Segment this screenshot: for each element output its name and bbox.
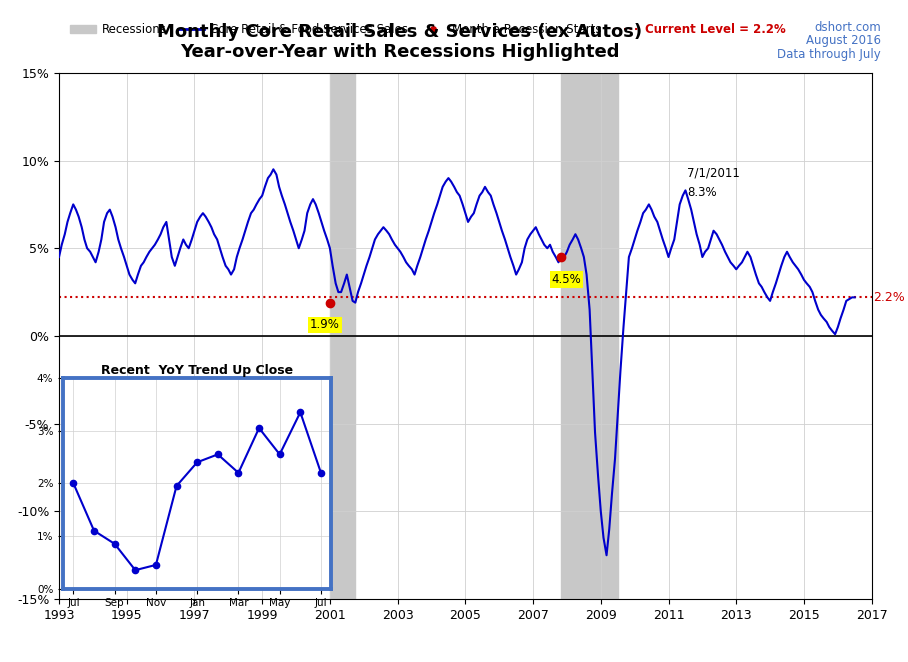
Text: dshort.com: dshort.com xyxy=(814,21,881,34)
Text: 4.5%: 4.5% xyxy=(551,273,581,286)
Title: Recent  YoY Trend Up Close: Recent YoY Trend Up Close xyxy=(101,364,293,377)
Bar xyxy=(330,73,355,599)
Bar xyxy=(561,73,617,599)
Text: Year-over-Year with Recessions Highlighted: Year-over-Year with Recessions Highlight… xyxy=(180,43,619,61)
Text: Monthly Core Retail Sales & Services (ex Autos): Monthly Core Retail Sales & Services (ex… xyxy=(157,23,642,41)
Text: 2.2%: 2.2% xyxy=(873,291,905,304)
Text: Data through July: Data through July xyxy=(777,48,881,61)
Text: 7/1/2011: 7/1/2011 xyxy=(687,166,740,179)
Legend: Recessions, Core Retail & Food Services Sales, Month a Recession Starts, Current: Recessions, Core Retail & Food Services … xyxy=(65,18,790,40)
Text: August 2016: August 2016 xyxy=(805,34,881,48)
Text: 8.3%: 8.3% xyxy=(687,185,716,199)
Text: 1.9%: 1.9% xyxy=(310,318,340,332)
